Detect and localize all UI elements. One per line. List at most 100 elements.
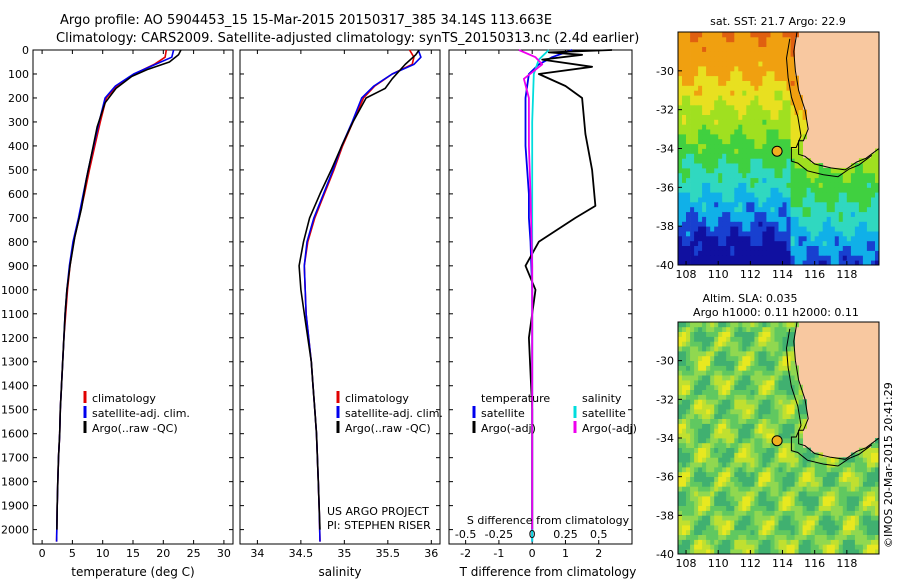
legend-argo: Argo(..raw -QC) (92, 422, 178, 435)
heatmap-cell (850, 500, 856, 506)
heatmap-cell (686, 496, 691, 502)
heatmap-cell (862, 476, 868, 482)
heatmap-cell (706, 221, 711, 227)
heatmap-cell (830, 539, 836, 545)
heatmap-cell (682, 447, 687, 453)
heatmap-cell (774, 549, 779, 554)
heatmap-cell (678, 346, 683, 352)
heatmap-cell (738, 216, 743, 222)
heatmap-cell (706, 75, 711, 81)
heatmap-cell (770, 544, 775, 550)
heatmap-cell (762, 486, 767, 492)
heatmap-cell (730, 380, 735, 386)
heatmap-cell (706, 404, 711, 410)
heatmap-cell (742, 182, 747, 188)
heatmap-cell (770, 322, 775, 328)
map-y-tick-label: -34 (656, 432, 674, 445)
heatmap-cell (802, 529, 807, 535)
heatmap-cell (682, 216, 687, 222)
heatmap-cell (738, 148, 743, 154)
heatmap-cell (871, 520, 876, 526)
heatmap-cell (722, 375, 727, 381)
heatmap-cell (871, 167, 876, 174)
heatmap-cell (875, 520, 879, 526)
heatmap-cell (694, 124, 699, 130)
heatmap-cell (838, 211, 844, 217)
heatmap-cell (818, 177, 824, 183)
heatmap-cell (862, 245, 868, 251)
heatmap-cell (790, 260, 795, 265)
x-tick-label: 34 (250, 547, 264, 560)
heatmap-cell (702, 36, 707, 43)
heatmap-cell (838, 182, 844, 188)
heatmap-cell (718, 148, 723, 154)
heatmap-cell (762, 240, 767, 246)
heatmap-cell (694, 336, 699, 342)
heatmap-cell (834, 201, 840, 208)
heatmap-cell (762, 172, 767, 179)
heatmap-cell (678, 206, 683, 213)
heatmap-cell (838, 500, 844, 506)
heatmap-cell (778, 370, 783, 376)
heatmap-cell (830, 467, 836, 473)
heatmap-cell (750, 114, 755, 120)
heatmap-cell (766, 491, 771, 497)
heatmap-cell (782, 457, 787, 463)
heatmap-cell (810, 544, 816, 550)
heatmap-cell (862, 510, 868, 516)
heatmap-cell (734, 211, 739, 217)
heatmap-cell (686, 520, 691, 526)
heatmap-cell (746, 104, 751, 111)
heatmap-cell (686, 70, 691, 77)
heatmap-cell (758, 66, 763, 72)
heatmap-cell (698, 187, 703, 193)
heatmap-cell (814, 467, 820, 473)
heatmap-cell (758, 260, 763, 265)
heatmap-cell (714, 336, 719, 342)
heatmap-cell (678, 124, 683, 130)
heatmap-cell (794, 534, 799, 540)
heatmap-cell (710, 192, 715, 198)
heatmap-cell (746, 133, 751, 140)
heatmap-cell (762, 326, 767, 332)
heatmap-cell (706, 380, 711, 386)
heatmap-cell (742, 85, 747, 91)
heatmap-cell (730, 143, 735, 149)
heatmap-cell (846, 235, 852, 242)
heatmap-cell (778, 109, 783, 115)
heatmap-cell (802, 250, 807, 256)
heatmap-cell (734, 158, 739, 164)
heatmap-cell (702, 322, 707, 328)
heatmap-cell (746, 331, 751, 337)
heatmap-cell (774, 481, 779, 487)
heatmap-cell (694, 331, 699, 337)
heatmap-cell (698, 370, 703, 376)
heatmap-cell (694, 163, 699, 169)
heatmap-cell (786, 260, 791, 265)
heatmap-cell (758, 100, 763, 106)
heatmap-cell (746, 360, 751, 366)
heatmap-cell (678, 491, 683, 497)
heatmap-cell (790, 32, 795, 38)
heatmap-cell (842, 197, 848, 203)
heatmap-cell (714, 365, 719, 371)
heatmap-cell (694, 119, 699, 125)
heatmap-cell (875, 496, 879, 502)
heatmap-cell (750, 66, 755, 72)
heatmap-cell (746, 505, 751, 511)
heatmap-cell (726, 409, 731, 415)
heatmap-cell (774, 90, 779, 96)
heatmap-cell (738, 85, 743, 91)
heatmap-cell (710, 240, 715, 246)
heatmap-cell (875, 525, 879, 531)
heatmap-cell (758, 158, 763, 164)
heatmap-cell (750, 351, 755, 357)
heatmap-cell (875, 250, 879, 256)
heatmap-cell (838, 529, 844, 535)
heatmap-cell (774, 529, 779, 535)
heatmap-cell (862, 515, 868, 521)
heatmap-cell (854, 221, 860, 227)
heatmap-cell (778, 192, 783, 198)
heatmap-cell (782, 365, 787, 371)
heatmap-cell (846, 549, 852, 554)
